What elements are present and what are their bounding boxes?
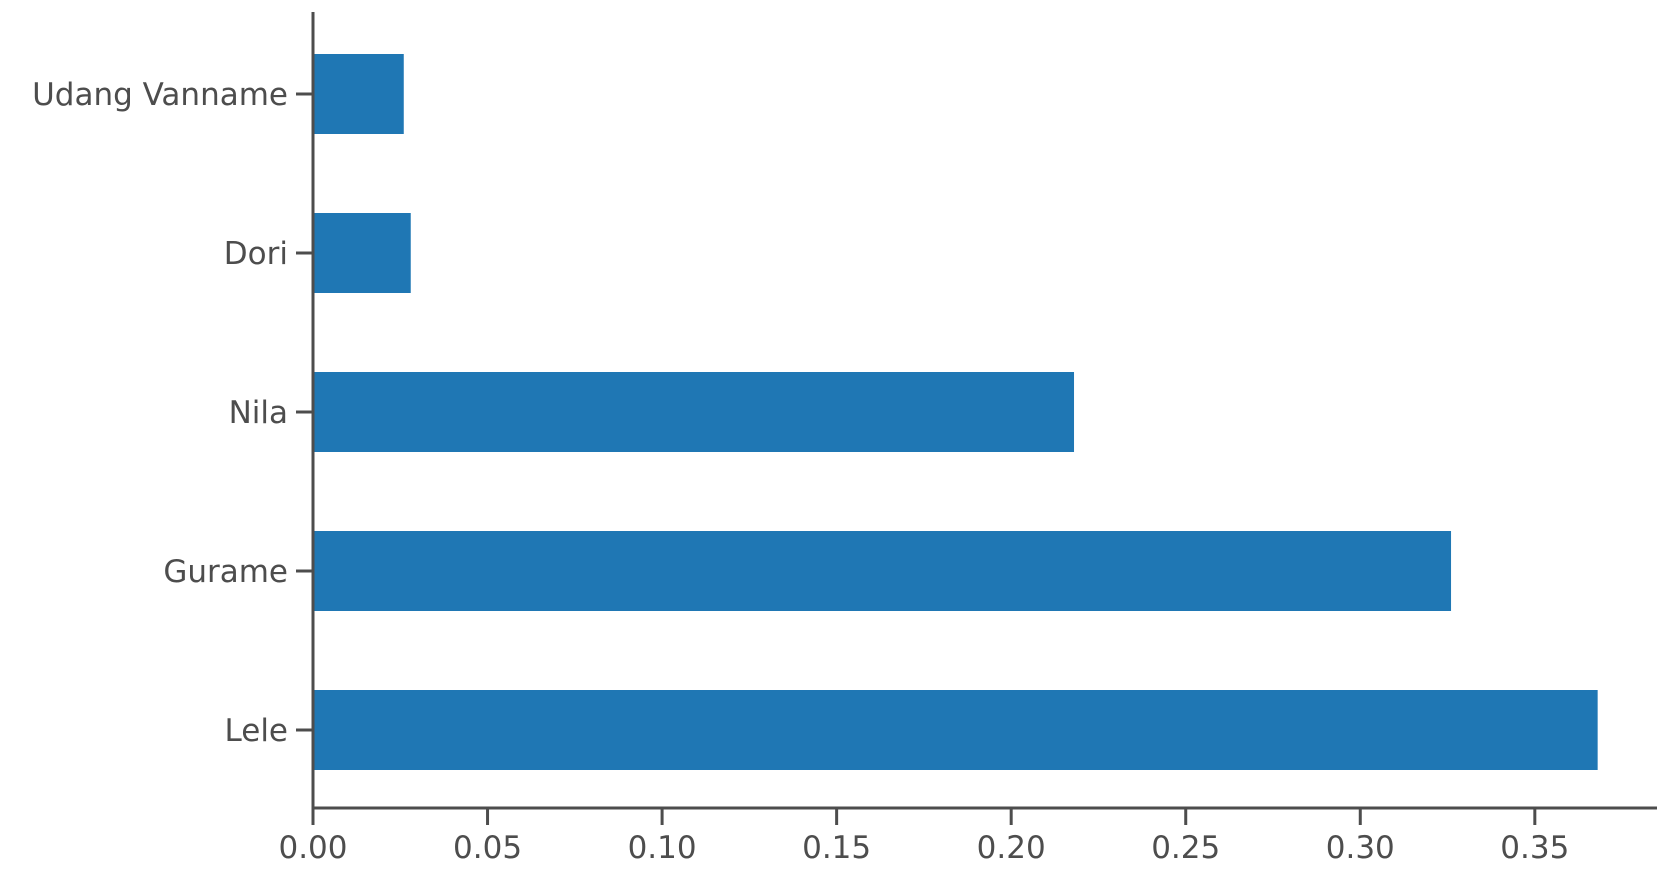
- x-tick-label: 0.30: [1326, 830, 1395, 866]
- bar-udang-vanname: [313, 54, 404, 134]
- x-tick-label: 0.35: [1500, 830, 1569, 866]
- y-tick-label: Gurame: [163, 554, 288, 590]
- ticks-layer: Udang Vanname Dori Nila Gurame Lele 0.00 0.05 0…: [32, 77, 1569, 866]
- bar-gurame: [313, 531, 1452, 611]
- bar-dori: [313, 213, 411, 293]
- y-tick-label: Nila: [229, 395, 288, 431]
- x-tick-label: 0.10: [628, 830, 697, 866]
- axes-layer: [311, 12, 1657, 810]
- y-tick-label: Dori: [224, 236, 288, 272]
- x-tick-label: 0.25: [1151, 830, 1220, 866]
- x-tick-label: 0.15: [802, 830, 871, 866]
- y-tick-label: Lele: [225, 713, 288, 749]
- bars-layer: [313, 54, 1598, 770]
- x-tick-label: 0.00: [278, 830, 347, 866]
- y-tick-label: Udang Vanname: [32, 77, 288, 113]
- x-tick-label: 0.05: [453, 830, 522, 866]
- bar-lele: [313, 690, 1598, 770]
- x-tick-label: 0.20: [977, 830, 1046, 866]
- bar-nila: [313, 372, 1075, 452]
